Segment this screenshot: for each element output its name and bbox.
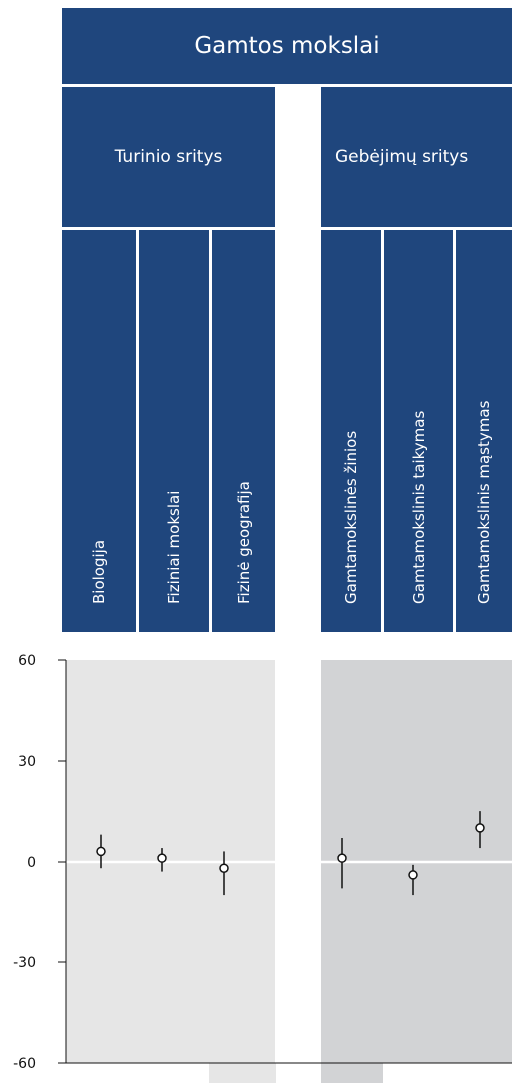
- column-header-gamtamokslinis-mastymas: Gamtamokslinis mąstymas: [456, 230, 512, 632]
- column-label: Fizinė geografija: [234, 481, 253, 604]
- column-label: Fiziniai mokslai: [165, 490, 183, 604]
- panel-tab-left: [209, 1063, 276, 1083]
- y-tick-label: -60: [13, 1056, 36, 1072]
- group-header-content: Turinio sritys: [62, 87, 275, 227]
- data-point: [408, 870, 418, 880]
- group-label: Turinio sritys: [114, 147, 223, 167]
- column-header-fizine-geografija: Fizinė geografija: [212, 230, 275, 632]
- data-point: [219, 863, 229, 873]
- chart-title: Gamtos mokslai: [194, 33, 380, 59]
- y-tick-label: 60: [18, 653, 36, 669]
- group-header-skills: Gebėjimų sritys: [321, 87, 512, 227]
- y-tick-label: 0: [27, 855, 36, 871]
- chart-plot: 60 30 0 -30 -60: [13, 653, 512, 1083]
- panel-tab-right: [321, 1063, 383, 1083]
- y-tick-label: 30: [18, 754, 36, 770]
- data-point: [96, 846, 106, 857]
- column-label: Gamtamokslinis mąstymas: [475, 400, 493, 604]
- group-label: Gebėjimų sritys: [335, 147, 469, 167]
- data-point: [475, 823, 485, 833]
- column-header-gamtamokslinis-taikymas: Gamtamokslinis taikymas: [384, 230, 453, 632]
- data-point: [337, 853, 347, 863]
- column-header-gamtamokslines-zinios: Gamtamokslinės žinios: [321, 230, 381, 632]
- data-marks: [96, 811, 485, 896]
- column-label: Gamtamokslinės žinios: [342, 430, 360, 604]
- chart-title-banner: Gamtos mokslai: [62, 8, 512, 84]
- column-header-fiziniai-mokslai: Fiziniai mokslai: [139, 230, 209, 632]
- column-label: Gamtamokslinis taikymas: [409, 410, 428, 604]
- y-tick-label: -30: [13, 955, 36, 971]
- data-point: [157, 853, 167, 863]
- column-label: Biologija: [90, 539, 108, 604]
- column-header-biologija: Biologija: [62, 230, 136, 632]
